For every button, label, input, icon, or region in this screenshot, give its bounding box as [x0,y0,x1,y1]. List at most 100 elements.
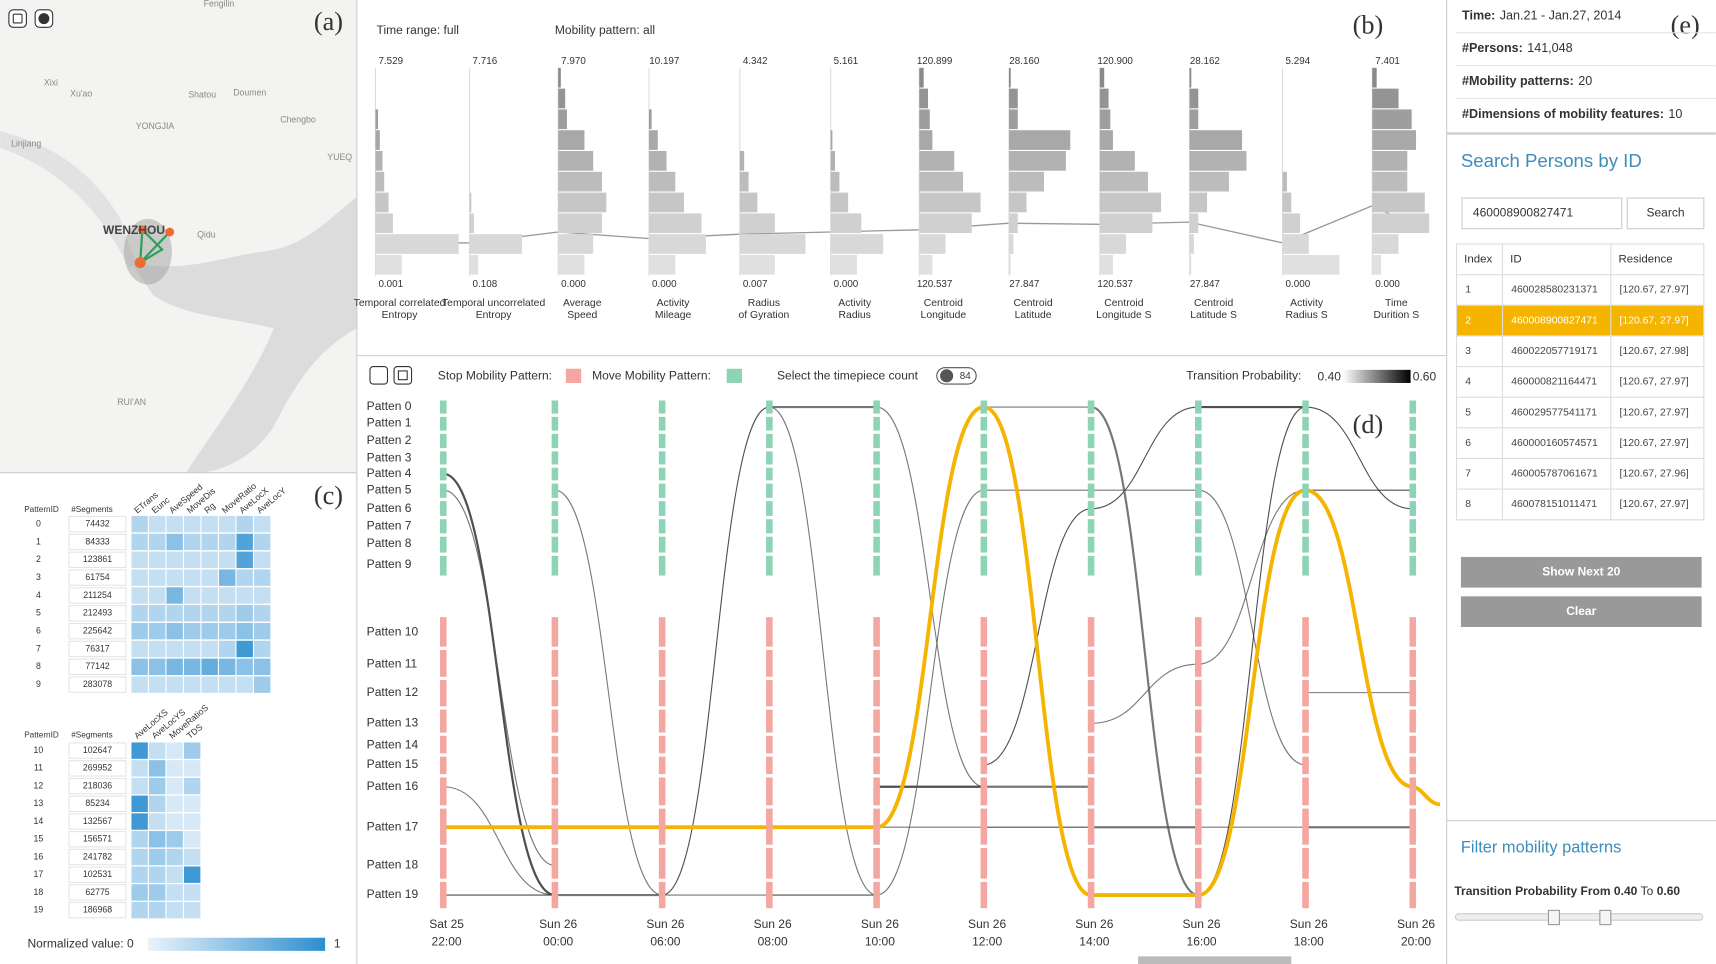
feature-max: 7.970 [561,56,586,67]
clear-button[interactable] [1460,596,1702,627]
segments-count: 225642 [83,625,112,635]
pattern-id: 14 [34,816,44,826]
pattern-node [1087,709,1095,733]
transition-flow [662,406,770,896]
slider-handle[interactable] [1599,909,1612,926]
pattern-node [766,555,773,576]
show-next-button[interactable] [1460,556,1702,588]
table-cell: [120.67, 27.97] [1620,315,1689,326]
segments-count: 76317 [85,643,109,653]
pattern-node [873,536,880,553]
scrollbar[interactable] [1138,956,1292,964]
pattern-node [1302,433,1309,449]
pattern-node [1195,680,1202,707]
pattern-node [551,649,559,677]
feature-name: Time [1385,298,1408,309]
histogram-bar [375,254,402,275]
pattern-id: 17 [34,869,44,879]
time-label: 12:00 [972,934,1002,948]
heat-cell [166,515,183,533]
panel-label: (c) [314,481,343,510]
histogram-bar [919,213,972,234]
pattern-node [440,848,447,879]
time-label: 22:00 [432,934,462,948]
feature-name: Average [563,298,602,309]
pattern-node [551,881,559,909]
pattern-node [873,808,880,845]
location-point [138,225,147,235]
feature-name: Temporal uncorrelated [442,298,545,309]
stat-value: 20 [1578,74,1592,88]
heat-cell [166,551,183,569]
pattern-node [766,400,773,414]
histogram-bar [558,234,594,254]
pattern-id: 16 [34,851,44,861]
histogram-bar [919,88,929,109]
table-row[interactable] [1455,274,1705,306]
slider-handle[interactable] [1547,909,1560,926]
place-name: Xu'ao [70,88,92,98]
segments-count: 186968 [83,904,112,914]
pattern-node [658,467,666,481]
histogram-bar [1282,171,1287,192]
heat-cell [131,760,148,777]
feature-name: of Gyration [739,310,790,321]
heat-cell [201,515,218,533]
pattern-node [1302,467,1309,481]
pattern-node [1302,519,1309,534]
transition-flow [876,406,984,788]
segments-count: 132567 [83,816,112,826]
search-input[interactable] [1461,197,1623,230]
pattern-node [440,451,447,465]
table-cell: [120.67, 27.97] [1620,438,1689,449]
histogram-bar [649,109,652,130]
pattern-node [1302,483,1309,498]
feature-name: Centroid [1104,298,1143,309]
probability-max: 0.60 [1413,370,1437,384]
heat-cell [183,569,201,586]
histogram-bar [1372,192,1425,213]
place-name: Shatou [188,90,216,100]
pattern-node [980,735,988,754]
feature-min: 0.000 [561,279,586,290]
segments-cell [68,515,127,533]
table-header: PatternID [24,505,59,514]
pattern-node [1195,555,1202,576]
pattern-node [1087,649,1095,677]
heat-cell [131,622,148,640]
heat-cell [131,605,148,622]
tool-button[interactable] [369,366,389,385]
search-button[interactable] [1626,197,1705,230]
pattern-node [1195,735,1202,754]
map-tool-button[interactable] [8,9,27,28]
histogram-bar [919,67,924,88]
tool-button[interactable] [393,366,413,385]
filter-to: To [1641,884,1654,898]
pattern-node [873,881,880,909]
pattern-label: Patten 1 [367,416,412,430]
table-cell: [120.67, 27.96] [1620,469,1689,480]
pattern-id: 15 [34,834,44,844]
table-header: PatternID [24,730,59,739]
map-tool-icon [12,13,23,24]
pattern-node [873,680,880,707]
histogram-bar [830,171,840,192]
table-row[interactable] [1455,488,1705,521]
heat-cell [183,533,201,551]
histogram-bar [1009,254,1011,275]
histogram-bar [1009,192,1027,213]
heat-cell [148,866,166,883]
histogram-bar [1009,151,1066,171]
heat-cell [148,901,166,919]
segments-count: 62775 [85,887,109,897]
heat-cell [236,515,253,533]
transition-flow [1198,406,1306,896]
table-cell: 3 [1465,346,1471,357]
histogram-bar [1372,67,1377,88]
pattern-node [440,709,447,733]
heat-cell [218,533,236,551]
segments-cell [68,676,127,693]
histogram-bar [1099,254,1113,275]
pattern-node [873,483,880,498]
